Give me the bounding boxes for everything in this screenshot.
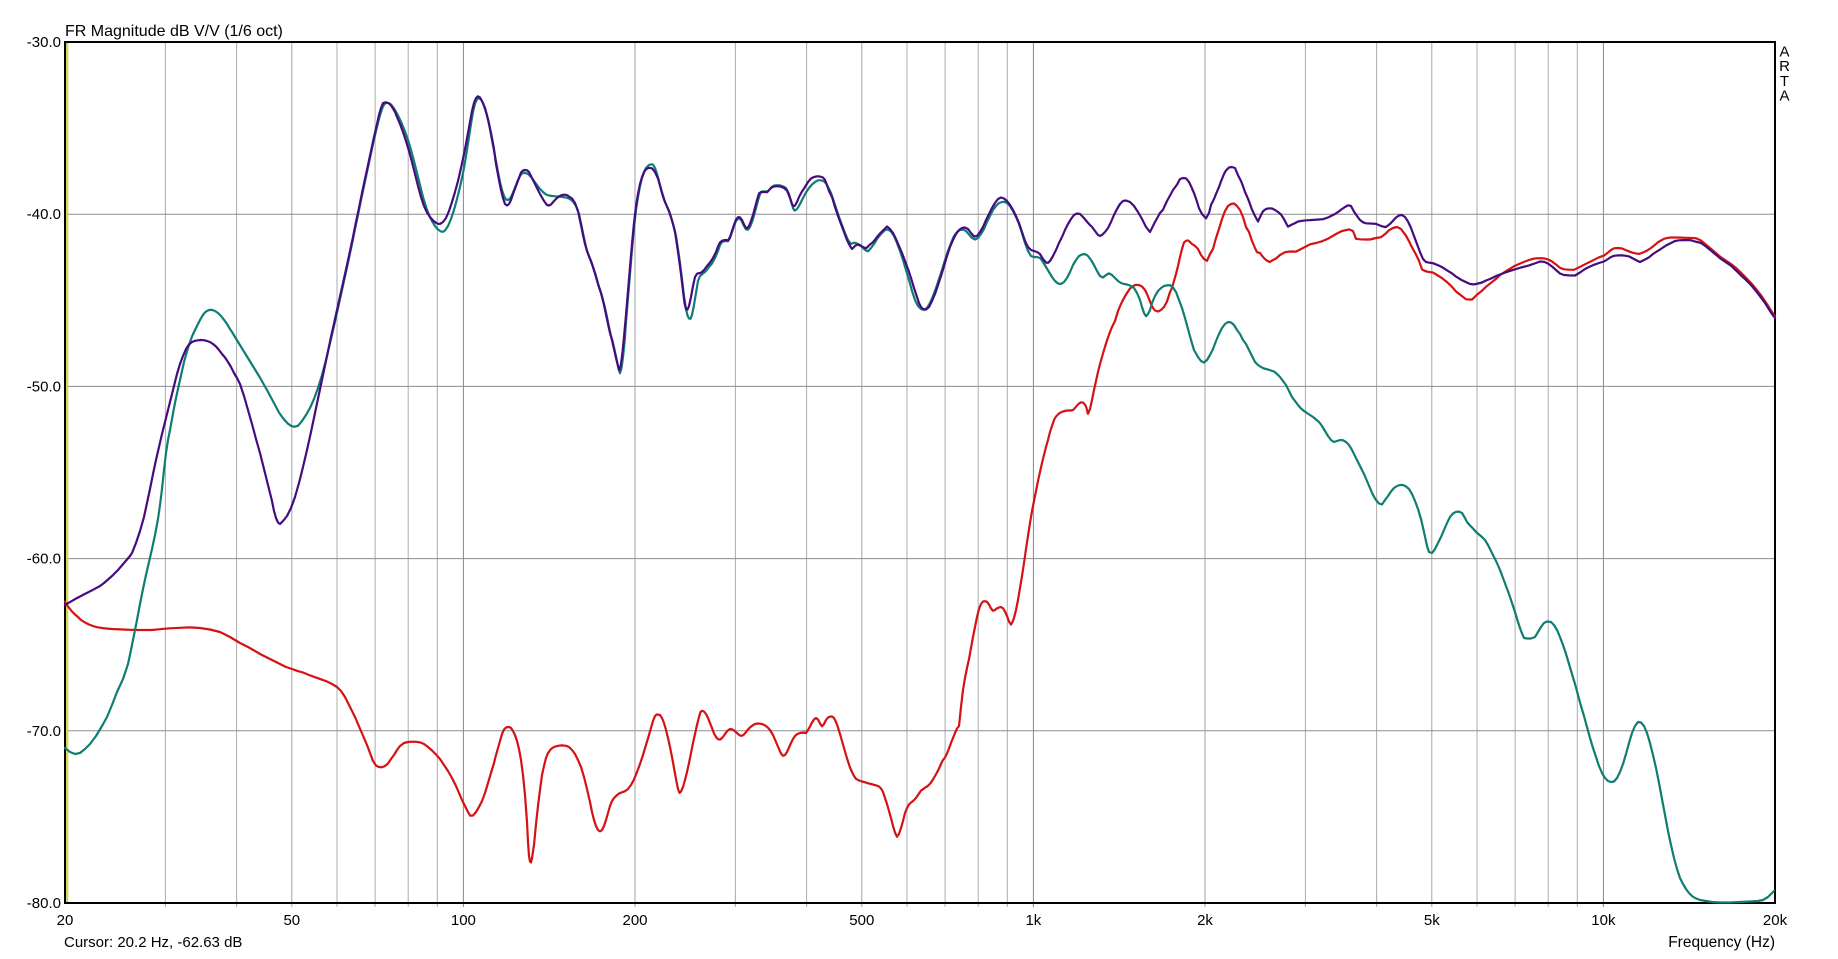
svg-text:T: T <box>1780 73 1789 90</box>
svg-text:-50.0: -50.0 <box>27 378 61 395</box>
svg-text:200: 200 <box>622 912 647 929</box>
svg-text:-30.0: -30.0 <box>27 34 61 51</box>
svg-text:-40.0: -40.0 <box>27 206 61 223</box>
svg-text:R: R <box>1779 58 1790 75</box>
svg-text:2k: 2k <box>1197 912 1213 929</box>
svg-text:Frequency (Hz): Frequency (Hz) <box>1668 934 1775 951</box>
svg-text:-60.0: -60.0 <box>27 551 61 568</box>
svg-text:20k: 20k <box>1763 912 1788 929</box>
svg-text:Cursor: 20.2 Hz, -62.63 dB: Cursor: 20.2 Hz, -62.63 dB <box>64 934 242 951</box>
svg-text:-80.0: -80.0 <box>27 895 61 912</box>
svg-text:50: 50 <box>283 912 300 929</box>
svg-text:100: 100 <box>451 912 476 929</box>
svg-text:1k: 1k <box>1025 912 1041 929</box>
svg-text:A: A <box>1779 44 1789 61</box>
svg-text:10k: 10k <box>1591 912 1616 929</box>
svg-text:20: 20 <box>57 912 74 929</box>
svg-text:5k: 5k <box>1424 912 1440 929</box>
svg-text:FR Magnitude dB V/V (1/6 oct): FR Magnitude dB V/V (1/6 oct) <box>65 23 283 40</box>
svg-text:A: A <box>1779 88 1789 105</box>
svg-text:-70.0: -70.0 <box>27 723 61 740</box>
svg-text:500: 500 <box>849 912 874 929</box>
